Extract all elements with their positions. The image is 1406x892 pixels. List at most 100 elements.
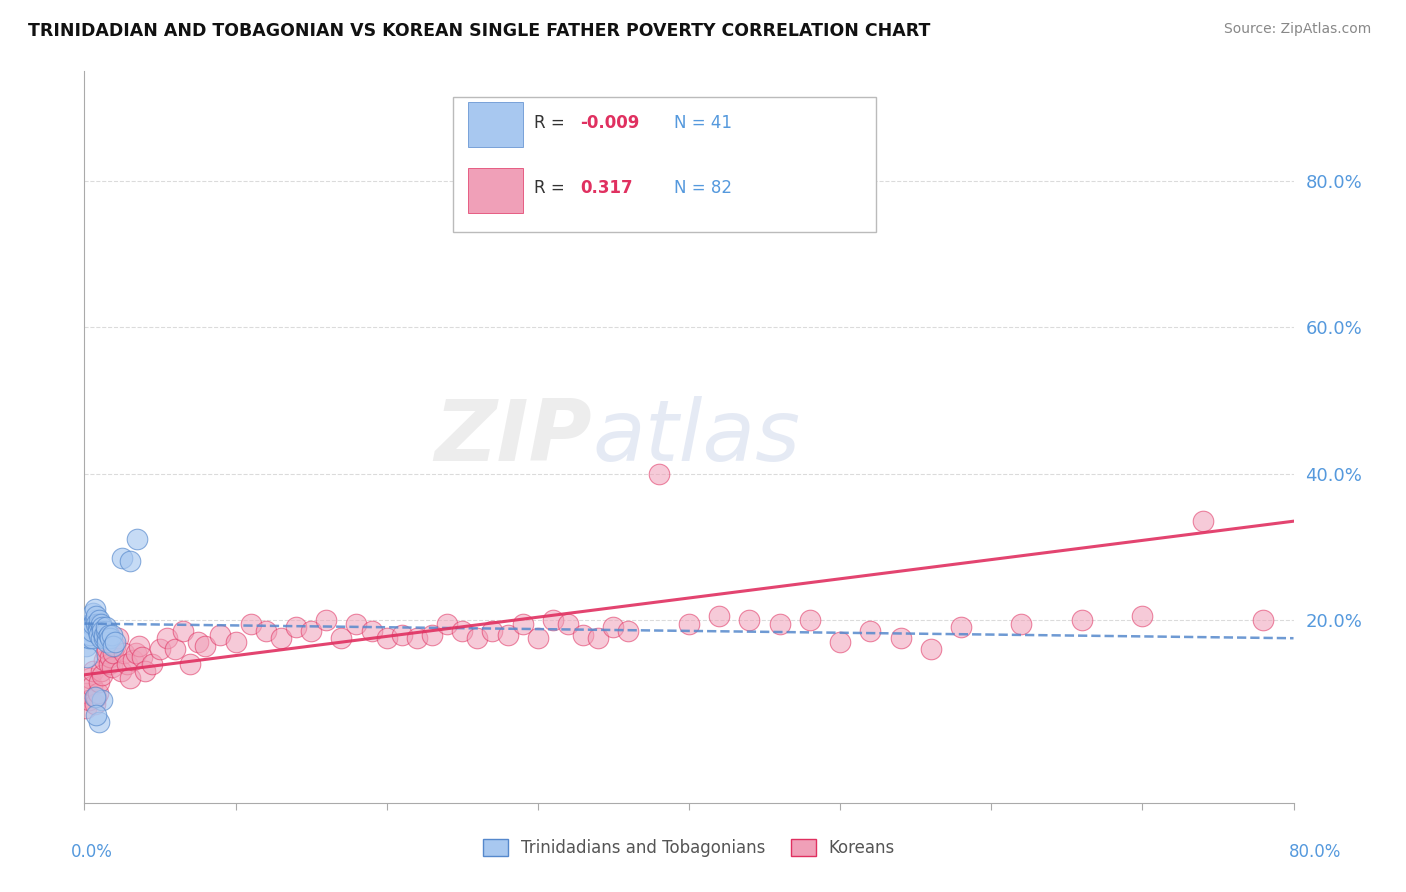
Text: TRINIDADIAN AND TOBAGONIAN VS KOREAN SINGLE FATHER POVERTY CORRELATION CHART: TRINIDADIAN AND TOBAGONIAN VS KOREAN SIN… bbox=[28, 22, 931, 40]
Point bbox=[86, 708, 108, 723]
Point bbox=[107, 632, 129, 646]
Point bbox=[93, 653, 115, 667]
Point bbox=[1130, 609, 1153, 624]
Point bbox=[79, 627, 101, 641]
Point bbox=[920, 642, 942, 657]
Point bbox=[187, 635, 209, 649]
Point bbox=[118, 554, 141, 568]
Point bbox=[89, 627, 111, 641]
Text: R =: R = bbox=[534, 113, 571, 131]
Point bbox=[79, 672, 101, 686]
Point bbox=[86, 609, 108, 624]
Point bbox=[602, 620, 624, 634]
Point bbox=[678, 616, 700, 631]
Text: atlas: atlas bbox=[592, 395, 800, 479]
Point bbox=[104, 635, 127, 649]
Point bbox=[79, 616, 101, 631]
Point bbox=[84, 690, 107, 704]
Point bbox=[87, 620, 110, 634]
Point bbox=[481, 624, 503, 638]
Point bbox=[617, 624, 640, 638]
Text: N = 82: N = 82 bbox=[675, 179, 733, 197]
Point bbox=[89, 616, 111, 631]
Text: R =: R = bbox=[534, 179, 571, 197]
Point bbox=[89, 675, 111, 690]
Point bbox=[82, 616, 104, 631]
Point bbox=[149, 642, 172, 657]
Point bbox=[239, 616, 262, 631]
Point bbox=[512, 616, 534, 631]
Text: 80.0%: 80.0% bbox=[1288, 843, 1341, 861]
Point bbox=[1192, 514, 1215, 528]
Point bbox=[436, 616, 458, 631]
Point bbox=[950, 620, 973, 634]
Point bbox=[82, 664, 104, 678]
Point bbox=[709, 609, 731, 624]
FancyBboxPatch shape bbox=[468, 168, 523, 212]
Point bbox=[391, 627, 413, 641]
FancyBboxPatch shape bbox=[453, 97, 876, 232]
Point bbox=[209, 627, 232, 641]
FancyBboxPatch shape bbox=[468, 102, 523, 146]
Point bbox=[134, 664, 156, 678]
Point bbox=[330, 632, 353, 646]
Point bbox=[75, 639, 97, 653]
Point bbox=[89, 715, 111, 730]
Point bbox=[541, 613, 564, 627]
Point bbox=[90, 632, 112, 646]
Point bbox=[77, 693, 100, 707]
Point bbox=[375, 632, 398, 646]
Point bbox=[121, 653, 143, 667]
Point bbox=[420, 627, 443, 641]
Point bbox=[82, 606, 104, 620]
Point bbox=[315, 613, 337, 627]
Point bbox=[98, 632, 121, 646]
Point bbox=[90, 616, 112, 631]
Point bbox=[77, 632, 100, 646]
Point bbox=[77, 624, 100, 638]
Point bbox=[179, 657, 201, 671]
Point bbox=[84, 602, 107, 616]
Point bbox=[80, 624, 103, 638]
Point bbox=[76, 649, 98, 664]
Point bbox=[100, 660, 122, 674]
Point bbox=[100, 627, 122, 641]
Point bbox=[96, 632, 118, 646]
Text: ZIP: ZIP bbox=[434, 395, 592, 479]
Point bbox=[80, 632, 103, 646]
Point bbox=[141, 657, 163, 671]
Point bbox=[96, 635, 118, 649]
Point bbox=[406, 632, 429, 646]
Point bbox=[97, 627, 120, 641]
Point bbox=[91, 693, 114, 707]
Point bbox=[91, 667, 114, 681]
Point bbox=[194, 639, 217, 653]
Point bbox=[87, 686, 110, 700]
Text: Source: ZipAtlas.com: Source: ZipAtlas.com bbox=[1223, 22, 1371, 37]
Point bbox=[225, 635, 247, 649]
Point bbox=[75, 700, 97, 714]
Point bbox=[96, 642, 118, 657]
Point bbox=[93, 632, 115, 646]
Point bbox=[165, 642, 187, 657]
Point bbox=[115, 657, 138, 671]
Point bbox=[572, 627, 595, 641]
Point bbox=[101, 639, 124, 653]
Text: 0.0%: 0.0% bbox=[70, 843, 112, 861]
Point bbox=[738, 613, 761, 627]
Point bbox=[84, 697, 107, 711]
Point bbox=[131, 649, 153, 664]
Point bbox=[91, 620, 114, 634]
Point bbox=[94, 620, 117, 634]
Point bbox=[1011, 616, 1033, 631]
Point bbox=[125, 646, 148, 660]
Point bbox=[859, 624, 882, 638]
Point bbox=[890, 632, 912, 646]
Point bbox=[128, 639, 150, 653]
Point bbox=[496, 627, 519, 641]
Point bbox=[172, 624, 194, 638]
Point bbox=[557, 616, 579, 631]
Point bbox=[111, 550, 134, 565]
Point bbox=[118, 672, 141, 686]
Point bbox=[94, 646, 117, 660]
